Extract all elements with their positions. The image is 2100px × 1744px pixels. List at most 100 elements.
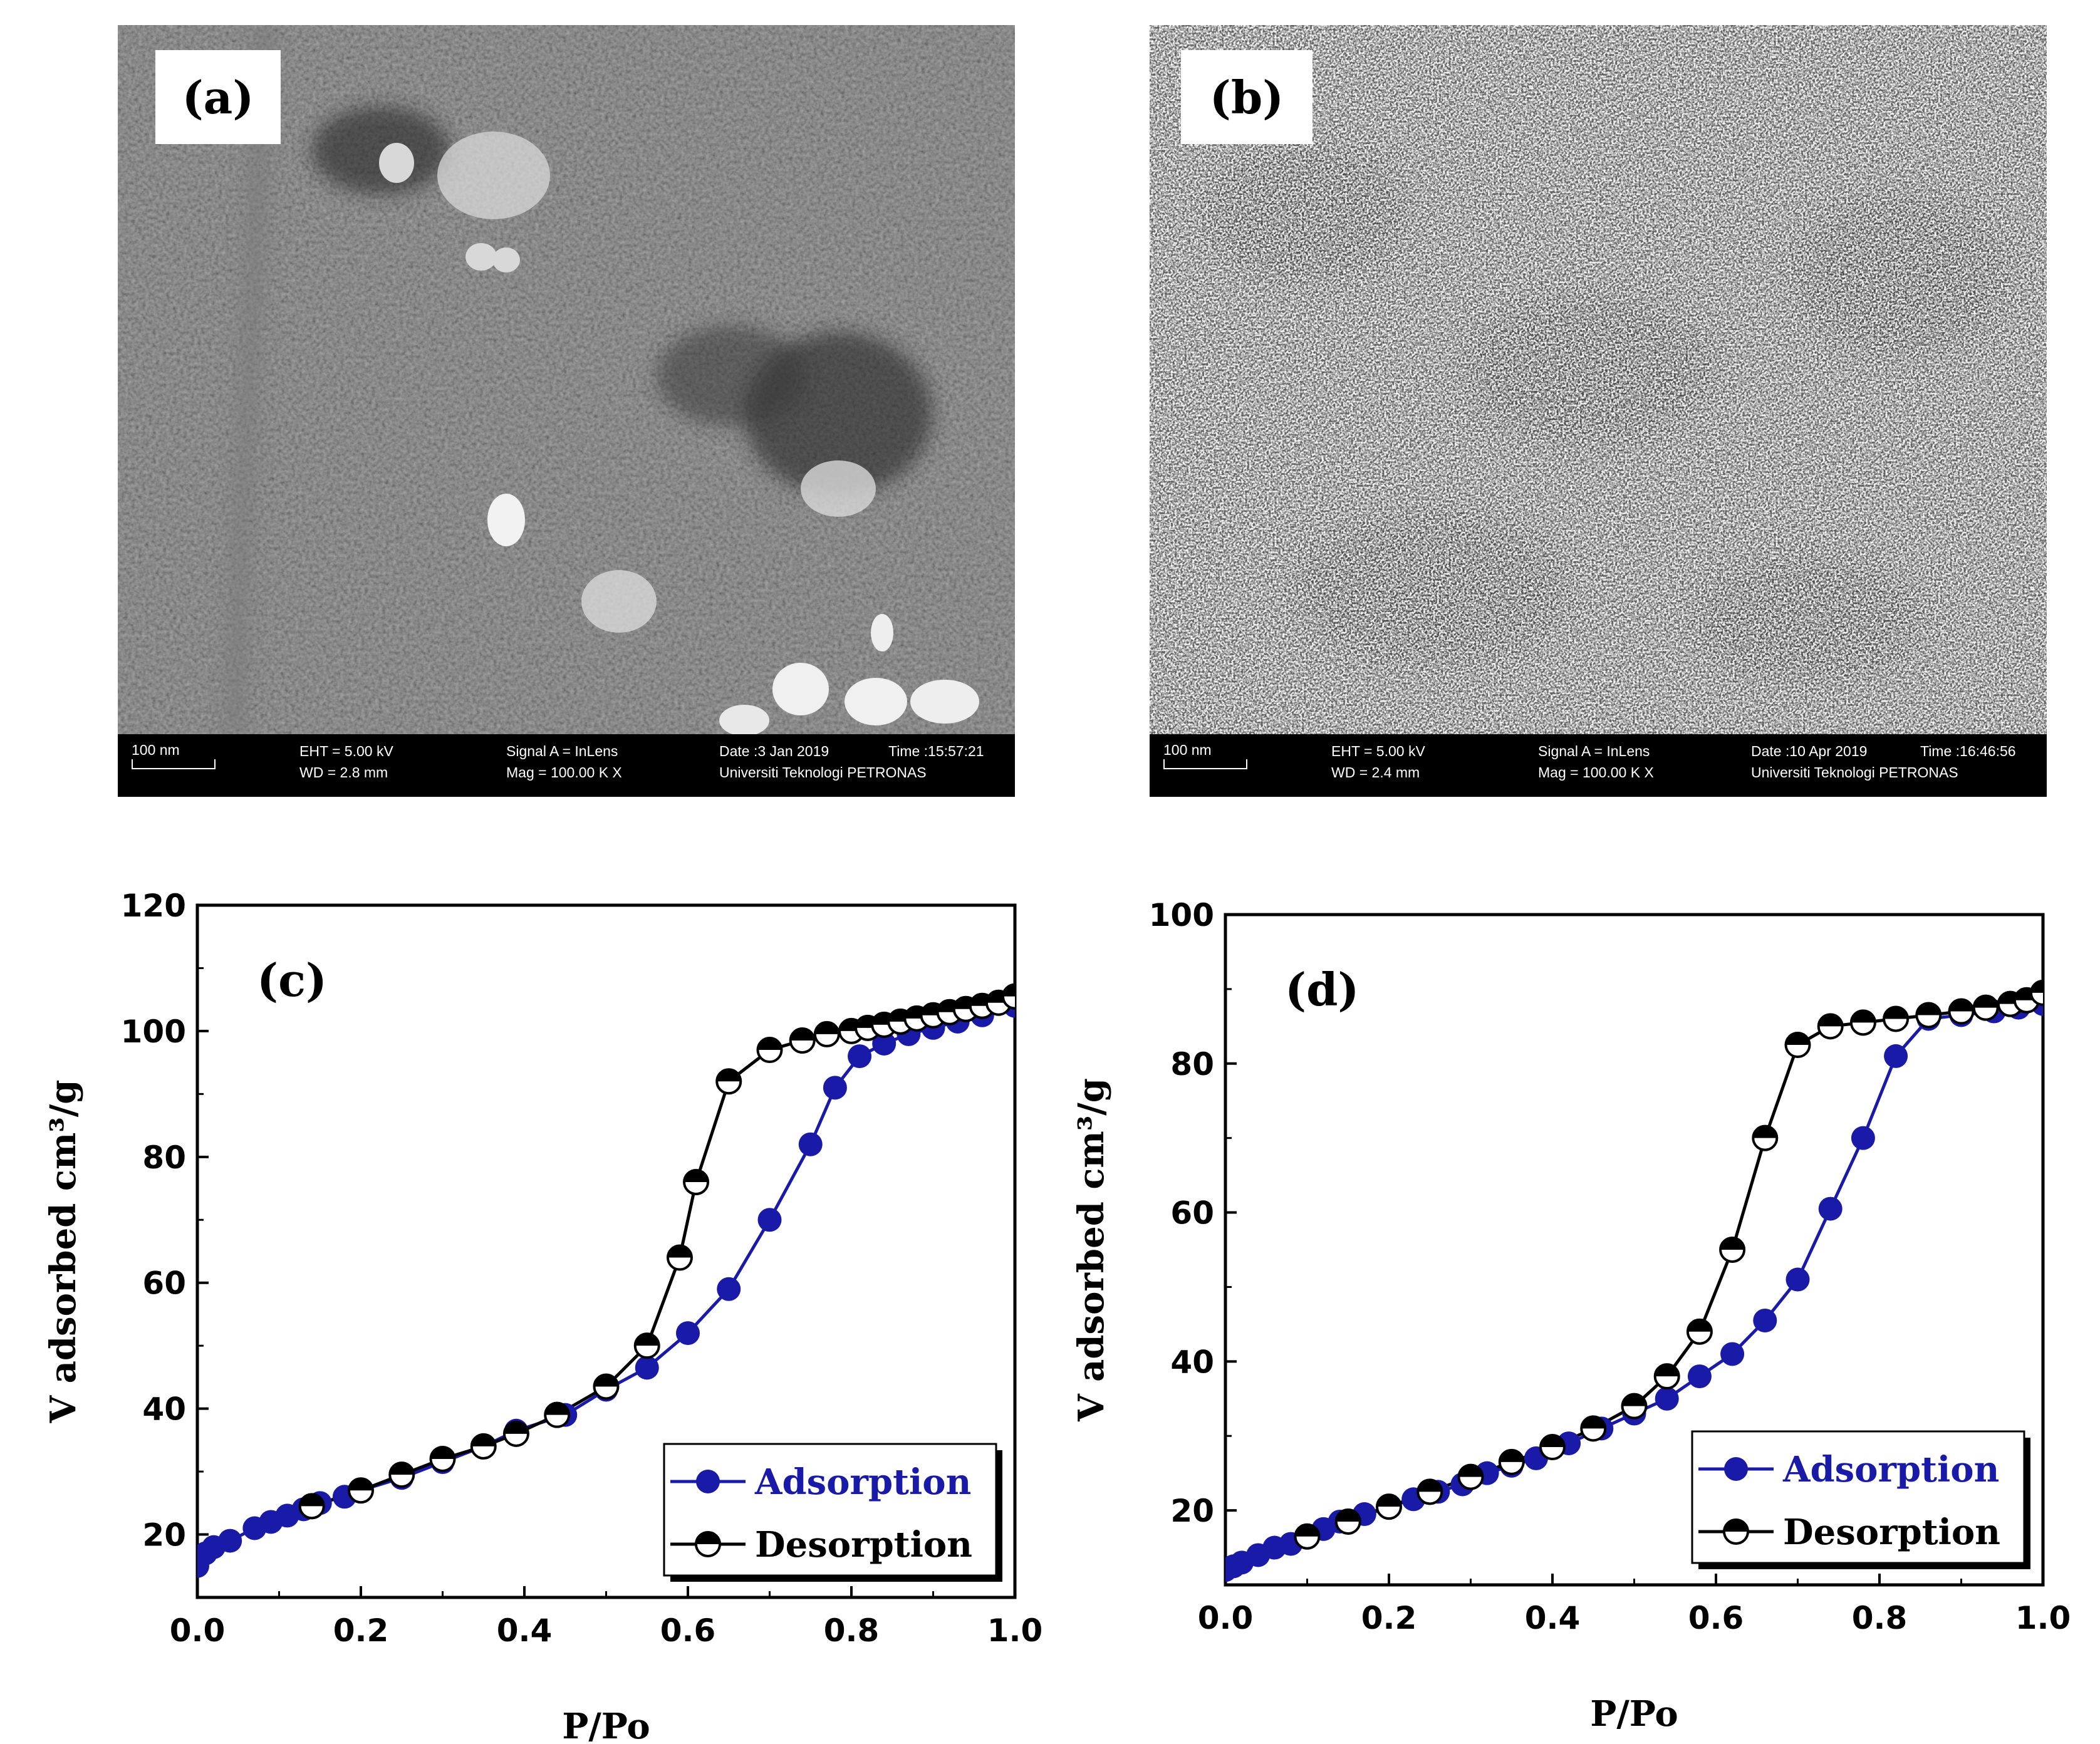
chart-panel-label: (c) bbox=[257, 953, 327, 1007]
x-axis-title: P/Po bbox=[1590, 1693, 1678, 1735]
adsorption-point bbox=[1818, 1196, 1843, 1221]
legend-box bbox=[663, 1443, 997, 1577]
y-tick-label: 40 bbox=[1170, 1344, 1214, 1380]
time-value: Time :16:46:56 bbox=[1920, 743, 2016, 759]
desorption-point bbox=[1498, 1448, 1525, 1475]
y-tick-label: 80 bbox=[1170, 1046, 1214, 1082]
desorption-point bbox=[813, 1020, 840, 1047]
desorption-point bbox=[1752, 1124, 1779, 1151]
desorption-point bbox=[429, 1446, 456, 1472]
desorption-point bbox=[388, 1461, 415, 1488]
wd-value: WD = 2.4 mm bbox=[1331, 764, 1420, 781]
desorption-point bbox=[1817, 1013, 1844, 1040]
adsorption-point bbox=[676, 1321, 700, 1346]
mag-value: Mag = 100.00 K X bbox=[506, 764, 622, 781]
adsorption-point bbox=[1851, 1126, 1875, 1150]
x-tick-label: 0.4 bbox=[1525, 1600, 1581, 1636]
desorption-point bbox=[502, 1420, 529, 1447]
desorption-point bbox=[1539, 1434, 1566, 1461]
x-tick-label: 1.0 bbox=[2015, 1600, 2071, 1636]
desorption-point bbox=[756, 1037, 783, 1064]
legend-desorption-marker bbox=[1723, 1518, 1749, 1545]
eht-value: EHT = 5.00 kV bbox=[299, 743, 393, 759]
adsorption-point bbox=[717, 1277, 741, 1301]
desorption-point bbox=[470, 1433, 497, 1460]
desorption-point bbox=[1002, 983, 1015, 1010]
desorption-point bbox=[1457, 1463, 1484, 1490]
desorption-point bbox=[1621, 1393, 1648, 1420]
adsorption-point bbox=[218, 1529, 242, 1553]
legend-adsorption-label: Adsorption bbox=[1782, 1449, 1999, 1490]
y-tick-label: 20 bbox=[142, 1517, 186, 1554]
y-tick-label: 100 bbox=[1149, 897, 1214, 933]
desorption-point bbox=[1784, 1032, 1811, 1059]
adsorption-point bbox=[823, 1076, 847, 1100]
adsorption-point bbox=[1655, 1386, 1679, 1411]
time-value: Time :15:57:21 bbox=[888, 743, 984, 759]
x-tick-label: 0.0 bbox=[1198, 1600, 1254, 1636]
desorption-point bbox=[1948, 998, 1975, 1025]
legend-adsorption-marker bbox=[1724, 1457, 1748, 1481]
x-axis-title: P/Po bbox=[562, 1706, 650, 1744]
desorption-point bbox=[1883, 1005, 1910, 1032]
scale-bar bbox=[1163, 759, 1247, 769]
adsorption-point bbox=[1884, 1044, 1908, 1068]
adsorption-point bbox=[848, 1044, 872, 1069]
adsorption-point bbox=[798, 1132, 823, 1156]
scale-label: 100 nm bbox=[132, 742, 180, 758]
desorption-point bbox=[1915, 1002, 1942, 1029]
x-tick-label: 0.2 bbox=[333, 1612, 389, 1649]
adsorption-point bbox=[1786, 1267, 1810, 1292]
legend-desorption-marker bbox=[695, 1531, 721, 1557]
legend-box bbox=[1691, 1430, 2025, 1564]
legend-adsorption-marker bbox=[696, 1470, 720, 1493]
y-tick-label: 60 bbox=[142, 1265, 186, 1302]
y-tick-label: 20 bbox=[1170, 1493, 1214, 1529]
desorption-point bbox=[715, 1068, 742, 1095]
organization-name: Universiti Teknologi PETRONAS bbox=[1751, 764, 1958, 781]
sem-image-b: (b) 100 nm EHT = 5.00 kV WD = 2.4 mm Sig… bbox=[1150, 25, 2047, 797]
legend-desorption-label: Desorption bbox=[1783, 1512, 2000, 1553]
y-tick-label: 120 bbox=[121, 888, 186, 924]
y-axis-title: V adsorbed cm³/g bbox=[43, 1080, 84, 1424]
desorption-point bbox=[348, 1477, 374, 1504]
date-value: Date :3 Jan 2019 bbox=[719, 743, 829, 759]
panel-label-b: (b) bbox=[1181, 50, 1312, 144]
x-tick-label: 0.8 bbox=[1852, 1600, 1908, 1636]
wd-value: WD = 2.8 mm bbox=[299, 764, 388, 781]
x-tick-label: 0.6 bbox=[660, 1612, 716, 1649]
x-tick-label: 0.8 bbox=[824, 1612, 880, 1649]
legend-adsorption-label: Adsorption bbox=[754, 1461, 971, 1503]
desorption-point bbox=[789, 1027, 816, 1054]
x-tick-label: 1.0 bbox=[987, 1612, 1043, 1649]
panel-label-a: (a) bbox=[155, 50, 281, 144]
adsorption-point bbox=[1720, 1342, 1745, 1366]
signal-value: Signal A = InLens bbox=[506, 743, 618, 759]
desorption-point bbox=[1416, 1478, 1443, 1505]
isotherm-chart-d: 0.0 0.2 0.4 0.6 0.8 1.0 20 40 60 80 100 P/Po V adsor… bbox=[1071, 897, 2071, 1735]
y-axis-title: V adsorbed cm³/g bbox=[1071, 1078, 1112, 1422]
desorption-point bbox=[2030, 979, 2043, 1006]
isotherm-chart-c: 0.0 0.2 0.4 0.6 0.8 1.0 20 40 60 80 100 120 P/Po V ad… bbox=[43, 888, 1043, 1744]
scale-bar bbox=[132, 759, 216, 769]
desorption-point bbox=[298, 1493, 325, 1520]
desorption-point bbox=[633, 1332, 660, 1359]
chart-panel-label: (d) bbox=[1285, 963, 1359, 1016]
sem-databar-a: 100 nm EHT = 5.00 kV WD = 2.8 mm Signal … bbox=[118, 734, 1015, 797]
desorption-point bbox=[1653, 1363, 1680, 1390]
desorption-point bbox=[1580, 1415, 1607, 1442]
x-tick-label: 0.6 bbox=[1688, 1600, 1744, 1636]
desorption-point bbox=[1294, 1523, 1321, 1550]
y-tick-label: 100 bbox=[121, 1014, 186, 1050]
desorption-point bbox=[1686, 1318, 1713, 1345]
organization-name: Universiti Teknologi PETRONAS bbox=[719, 764, 927, 781]
scale-label: 100 nm bbox=[1163, 742, 1212, 758]
adsorption-point bbox=[757, 1208, 782, 1232]
mag-value: Mag = 100.00 K X bbox=[1538, 764, 1654, 781]
y-tick-label: 60 bbox=[1170, 1195, 1214, 1232]
x-tick-label: 0.4 bbox=[497, 1612, 553, 1649]
x-tick-label: 0.2 bbox=[1361, 1600, 1417, 1636]
adsorption-point bbox=[635, 1356, 659, 1380]
adsorption-point bbox=[1753, 1308, 1777, 1332]
eht-value: EHT = 5.00 kV bbox=[1331, 743, 1425, 759]
